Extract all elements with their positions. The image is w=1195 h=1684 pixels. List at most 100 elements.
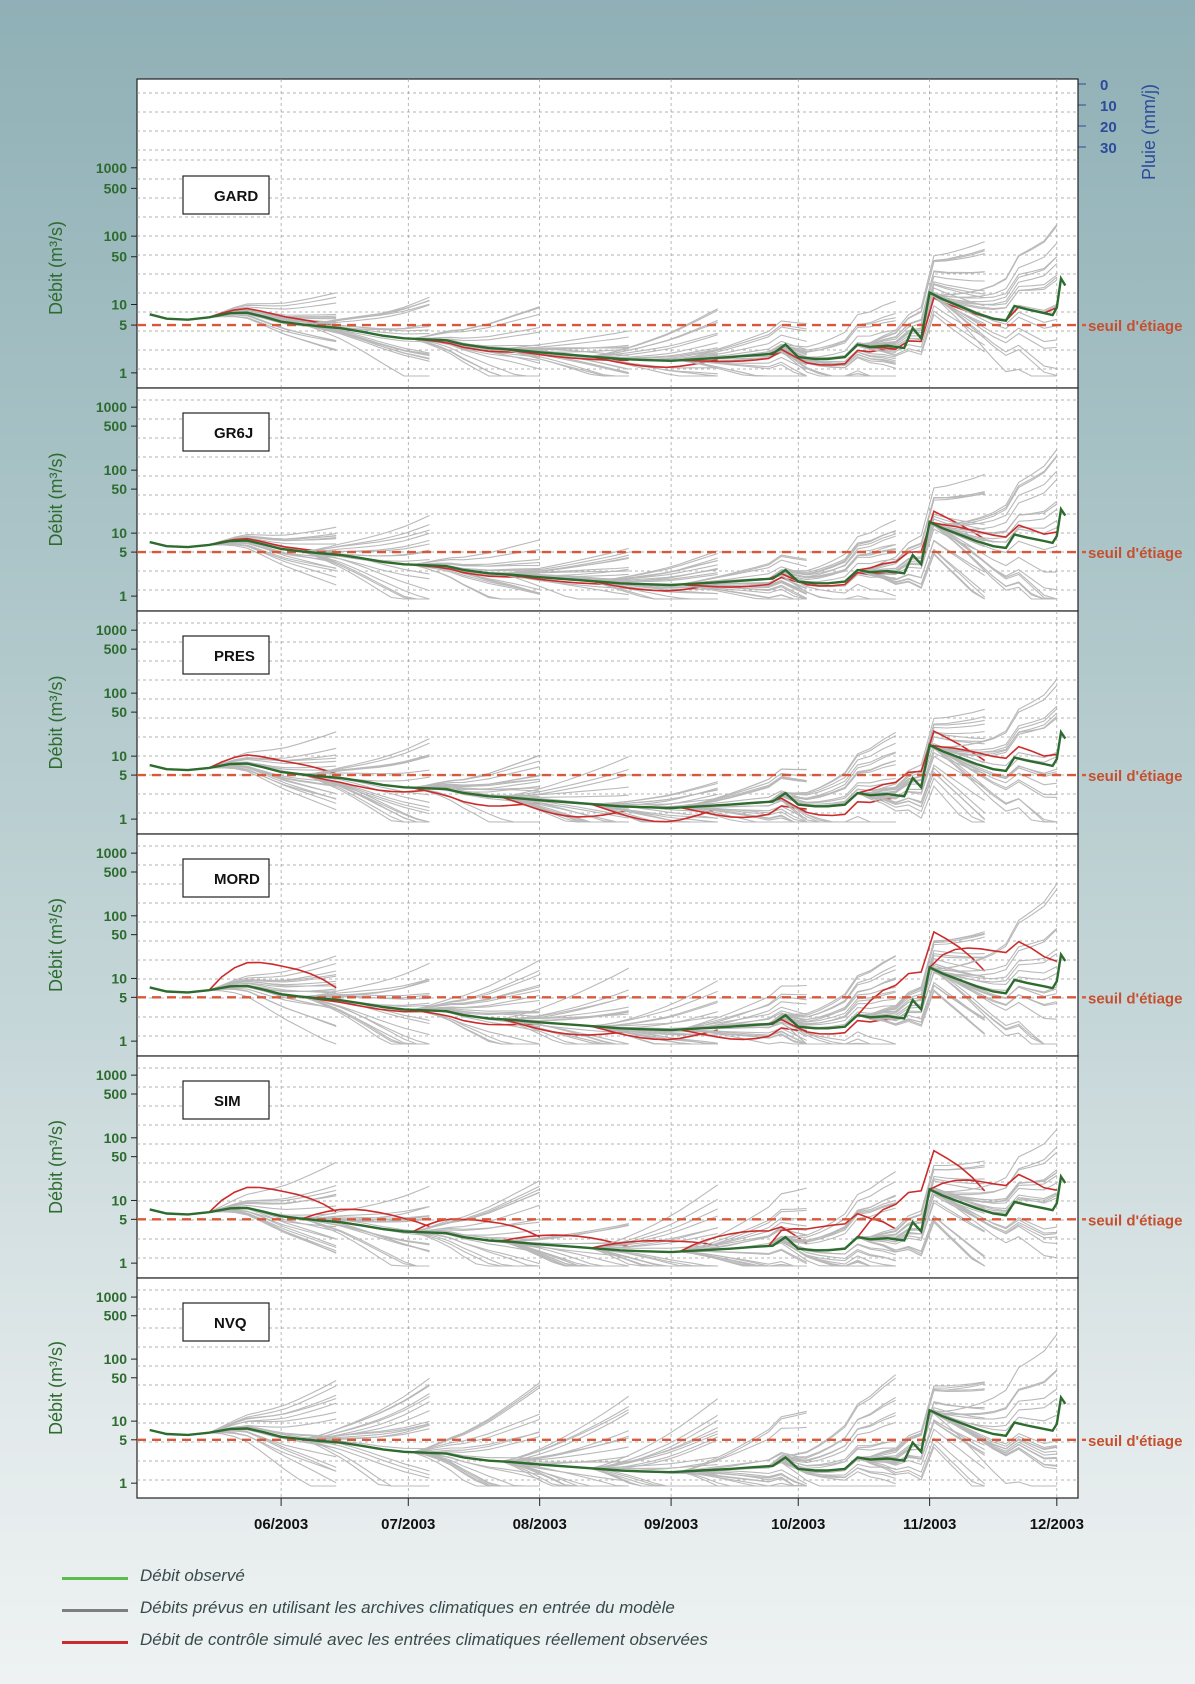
forecast-line bbox=[501, 796, 629, 823]
forecast-line bbox=[768, 1239, 896, 1262]
forecast-line bbox=[679, 806, 807, 823]
forecast-line bbox=[857, 936, 985, 1017]
threshold-label: seuil d'étiage bbox=[1088, 318, 1182, 335]
control-line bbox=[590, 580, 718, 592]
x-tick-label: 11/2003 bbox=[903, 1516, 956, 1533]
observed-line bbox=[149, 1394, 1067, 1474]
control-line bbox=[501, 796, 629, 818]
forecast-line bbox=[590, 1427, 718, 1469]
forecast-line bbox=[412, 558, 540, 566]
y-tick-label: 5 bbox=[119, 989, 127, 1005]
forecast-line bbox=[768, 519, 896, 580]
forecast-line bbox=[501, 348, 629, 377]
control-line bbox=[929, 521, 1057, 538]
forecast-line bbox=[679, 1471, 807, 1487]
forecast-line bbox=[929, 292, 1057, 377]
forecast-line bbox=[929, 1370, 1058, 1416]
forecast-line bbox=[208, 980, 337, 991]
forecast-line bbox=[929, 455, 1058, 525]
forecast-line bbox=[768, 300, 896, 355]
forecast-line bbox=[857, 310, 985, 356]
forecast-line bbox=[501, 756, 629, 798]
forecast-line bbox=[929, 1146, 1058, 1196]
forecast-line bbox=[501, 573, 629, 600]
forecast-line bbox=[501, 995, 629, 1020]
rain-tick-label: 30 bbox=[1100, 140, 1117, 157]
forecast-line bbox=[501, 1395, 630, 1462]
forecast-line bbox=[208, 1385, 337, 1434]
panel-gr6j: 1 5 10 50 100 500 1000 Débit (m³/s) seuil d'étia… bbox=[46, 387, 1182, 612]
forecast-line bbox=[412, 564, 540, 600]
forecast-line bbox=[857, 771, 986, 820]
forecast-line bbox=[929, 1151, 1058, 1194]
control-line bbox=[768, 797, 896, 817]
y-tick-label: 10 bbox=[111, 297, 127, 313]
model-name-box bbox=[182, 635, 270, 675]
forecast-line bbox=[412, 338, 540, 377]
y-tick-label: 10 bbox=[111, 1413, 127, 1429]
forecast-line bbox=[857, 1383, 985, 1460]
model-name-box bbox=[182, 1080, 270, 1120]
forecast-line bbox=[412, 313, 540, 340]
forecast-line bbox=[501, 1018, 629, 1034]
forecast-line bbox=[929, 744, 1057, 823]
forecast-line bbox=[302, 1206, 430, 1220]
forecast-line bbox=[302, 1218, 430, 1267]
forecast-line bbox=[590, 1467, 718, 1487]
forecast-line bbox=[590, 1456, 718, 1469]
forecast-line bbox=[208, 292, 337, 318]
y-tick-label: 1 bbox=[119, 1475, 127, 1491]
forecast-line bbox=[302, 514, 430, 553]
x-tick-label: 08/2003 bbox=[513, 1516, 567, 1533]
forecast-line bbox=[679, 334, 807, 361]
forecast-line bbox=[768, 329, 896, 358]
forecast-line bbox=[857, 1178, 985, 1240]
forecast-line bbox=[929, 883, 1058, 970]
model-name-label: PRES bbox=[214, 648, 255, 665]
forecast-line bbox=[857, 1221, 985, 1267]
forecast-line bbox=[209, 543, 337, 578]
forecast-line bbox=[302, 1218, 430, 1267]
forecast-line bbox=[857, 493, 985, 571]
forecast-line bbox=[929, 263, 1058, 306]
forecast-line bbox=[679, 359, 807, 377]
forecast-line bbox=[768, 1396, 896, 1467]
forecast-line bbox=[679, 1471, 807, 1487]
forecast-line bbox=[302, 1218, 430, 1267]
y-axis-title: Débit (m³/s) bbox=[46, 1120, 66, 1214]
forecast-line bbox=[929, 712, 1058, 756]
forecast-line bbox=[302, 769, 430, 776]
forecast-line bbox=[412, 306, 540, 340]
forecast-line bbox=[590, 803, 718, 823]
y-tick-label: 500 bbox=[104, 180, 128, 196]
forecast-line bbox=[501, 547, 629, 575]
forecast-line bbox=[501, 796, 629, 823]
forecast-line bbox=[412, 1009, 540, 1045]
forecast-line bbox=[302, 1420, 430, 1440]
forecast-line bbox=[590, 1247, 718, 1267]
forecast-line bbox=[768, 1440, 896, 1469]
forecast-line bbox=[929, 521, 1057, 573]
forecast-line bbox=[679, 559, 807, 586]
forecast-line bbox=[590, 1015, 718, 1027]
control-line bbox=[302, 773, 430, 793]
forecast-line bbox=[302, 1438, 430, 1476]
y-tick-label: 1000 bbox=[96, 1289, 127, 1305]
forecast-line bbox=[412, 1231, 540, 1267]
forecast-line bbox=[929, 679, 1058, 748]
forecast-line bbox=[857, 932, 985, 1016]
y-tick-label: 50 bbox=[111, 249, 127, 265]
forecast-line bbox=[857, 1164, 985, 1239]
forecast-line bbox=[679, 1209, 807, 1253]
y-tick-label: 10 bbox=[111, 525, 127, 541]
forecast-line bbox=[929, 744, 1057, 823]
threshold-label: seuil d'étiage bbox=[1088, 1212, 1182, 1229]
y-axis-title: Débit (m³/s) bbox=[46, 221, 66, 315]
forecast-line bbox=[302, 323, 430, 359]
forecast-line bbox=[857, 1160, 985, 1238]
forecast-line bbox=[768, 317, 896, 355]
control-line bbox=[412, 1218, 541, 1238]
control-line bbox=[208, 1186, 337, 1213]
